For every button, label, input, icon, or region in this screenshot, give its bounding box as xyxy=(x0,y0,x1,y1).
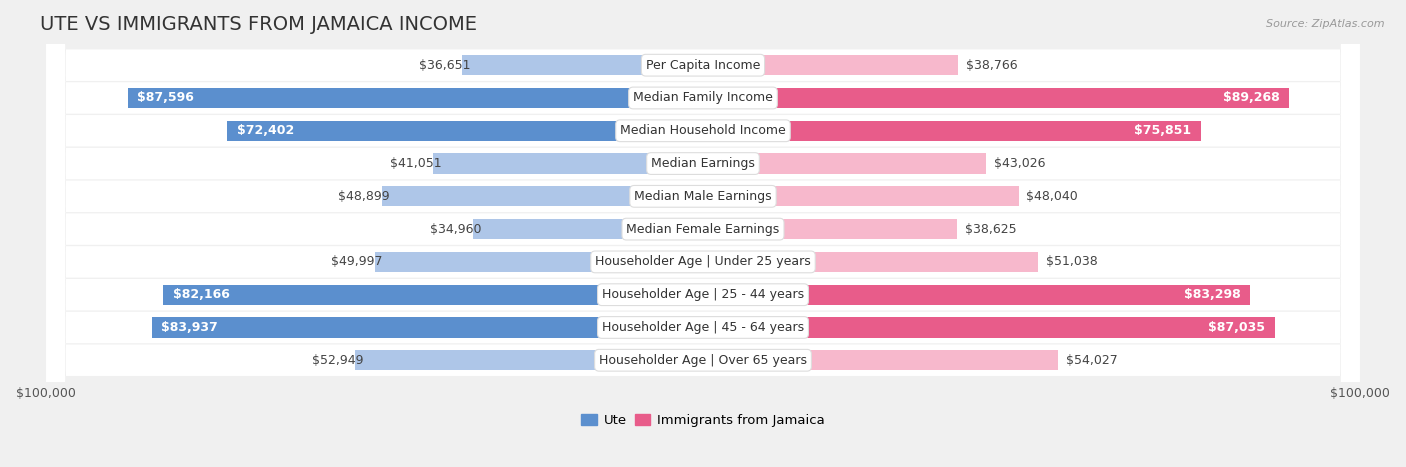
FancyBboxPatch shape xyxy=(46,0,1360,467)
FancyBboxPatch shape xyxy=(46,0,1360,467)
Text: $38,766: $38,766 xyxy=(966,59,1017,72)
FancyBboxPatch shape xyxy=(46,0,1360,467)
Bar xyxy=(703,120,1201,141)
Bar xyxy=(703,88,1289,108)
Bar xyxy=(463,55,703,75)
FancyBboxPatch shape xyxy=(46,0,1360,467)
FancyBboxPatch shape xyxy=(46,0,1360,467)
Text: $87,035: $87,035 xyxy=(1208,321,1265,334)
Bar xyxy=(703,252,1038,272)
Text: Median Household Income: Median Household Income xyxy=(620,124,786,137)
Bar xyxy=(703,55,957,75)
Bar xyxy=(703,153,986,174)
Text: Median Earnings: Median Earnings xyxy=(651,157,755,170)
FancyBboxPatch shape xyxy=(46,0,1360,467)
Text: Source: ZipAtlas.com: Source: ZipAtlas.com xyxy=(1267,19,1385,28)
Text: $54,027: $54,027 xyxy=(1066,354,1118,367)
Text: $41,051: $41,051 xyxy=(389,157,441,170)
Text: $36,651: $36,651 xyxy=(419,59,470,72)
FancyBboxPatch shape xyxy=(46,0,1360,467)
Bar xyxy=(474,219,703,239)
Bar xyxy=(128,88,703,108)
Bar xyxy=(703,219,956,239)
FancyBboxPatch shape xyxy=(46,0,1360,467)
Text: $51,038: $51,038 xyxy=(1046,255,1098,269)
Text: $83,937: $83,937 xyxy=(162,321,218,334)
Bar xyxy=(228,120,703,141)
Text: $48,040: $48,040 xyxy=(1026,190,1078,203)
Text: $43,026: $43,026 xyxy=(994,157,1045,170)
Text: $49,997: $49,997 xyxy=(330,255,382,269)
Bar xyxy=(703,186,1018,206)
Legend: Ute, Immigrants from Jamaica: Ute, Immigrants from Jamaica xyxy=(576,409,830,432)
Bar xyxy=(703,350,1057,370)
FancyBboxPatch shape xyxy=(46,0,1360,467)
Text: $89,268: $89,268 xyxy=(1223,92,1279,105)
Bar xyxy=(433,153,703,174)
Bar xyxy=(703,284,1250,305)
Text: Per Capita Income: Per Capita Income xyxy=(645,59,761,72)
Bar xyxy=(163,284,703,305)
Text: Median Female Earnings: Median Female Earnings xyxy=(627,223,779,236)
Text: $52,949: $52,949 xyxy=(312,354,363,367)
Text: Householder Age | 45 - 64 years: Householder Age | 45 - 64 years xyxy=(602,321,804,334)
Text: $34,960: $34,960 xyxy=(430,223,481,236)
Text: Median Male Earnings: Median Male Earnings xyxy=(634,190,772,203)
Bar xyxy=(152,317,703,338)
Text: $82,166: $82,166 xyxy=(173,288,231,301)
Bar xyxy=(703,317,1275,338)
Text: $87,596: $87,596 xyxy=(138,92,194,105)
Text: $72,402: $72,402 xyxy=(238,124,294,137)
Text: Householder Age | Over 65 years: Householder Age | Over 65 years xyxy=(599,354,807,367)
Text: Householder Age | Under 25 years: Householder Age | Under 25 years xyxy=(595,255,811,269)
FancyBboxPatch shape xyxy=(46,0,1360,467)
Text: $48,899: $48,899 xyxy=(337,190,389,203)
Text: $38,625: $38,625 xyxy=(965,223,1017,236)
Bar xyxy=(382,186,703,206)
Text: Median Family Income: Median Family Income xyxy=(633,92,773,105)
Text: $75,851: $75,851 xyxy=(1135,124,1191,137)
Text: $83,298: $83,298 xyxy=(1184,288,1240,301)
Text: Householder Age | 25 - 44 years: Householder Age | 25 - 44 years xyxy=(602,288,804,301)
Bar xyxy=(356,350,703,370)
Bar xyxy=(374,252,703,272)
Text: UTE VS IMMIGRANTS FROM JAMAICA INCOME: UTE VS IMMIGRANTS FROM JAMAICA INCOME xyxy=(39,15,477,34)
